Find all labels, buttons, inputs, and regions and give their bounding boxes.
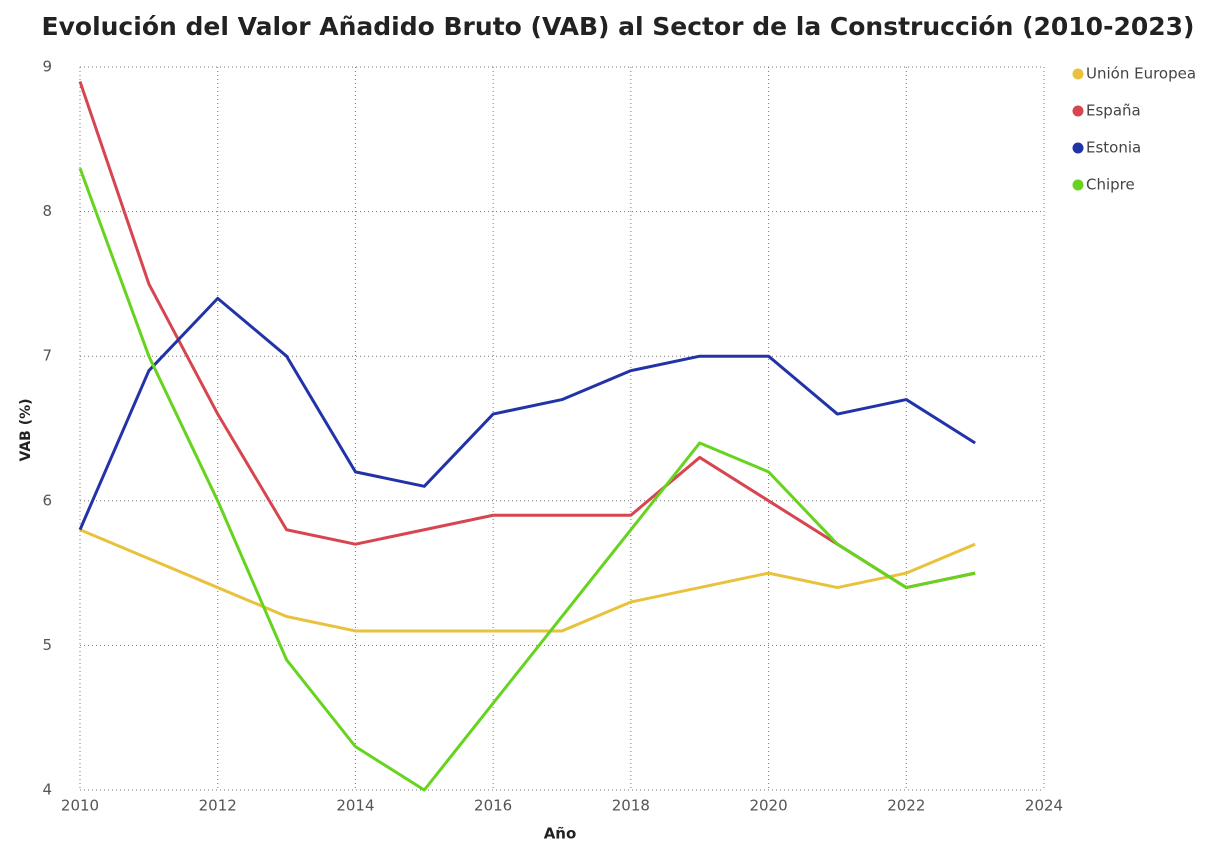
y-tick-label: 4 — [42, 781, 52, 799]
series-line — [79, 528, 976, 633]
series-line — [78, 296, 976, 531]
x-axis-label: Año — [544, 825, 577, 843]
chart-title: Evolución del Valor Añadido Bruto (VAB) … — [42, 12, 1195, 41]
x-tick-label: 2016 — [474, 797, 512, 815]
legend-marker — [1072, 105, 1084, 117]
legend-marker — [1072, 142, 1084, 154]
series-line — [78, 167, 976, 792]
x-tick-label: 2018 — [612, 797, 650, 815]
y-tick-label: 7 — [42, 347, 52, 365]
legend-label: Unión Europea — [1086, 65, 1196, 83]
y-tick-label: 9 — [42, 58, 52, 76]
legend-marker — [1072, 68, 1084, 80]
series-line — [78, 80, 976, 590]
x-tick-label: 2014 — [336, 797, 374, 815]
x-tick-label: 2024 — [1025, 797, 1063, 815]
x-tick-label: 2010 — [61, 797, 99, 815]
y-tick-label: 8 — [42, 202, 52, 220]
legend-label: Estonia — [1086, 139, 1141, 157]
y-axis-label: VAB (%) — [18, 398, 34, 461]
legend-label: España — [1086, 102, 1141, 120]
legend-label: Chipre — [1086, 176, 1135, 194]
legend-marker — [1072, 179, 1084, 191]
x-tick-label: 2022 — [887, 797, 925, 815]
y-tick-label: 5 — [42, 636, 52, 654]
x-tick-label: 2012 — [199, 797, 237, 815]
y-tick-label: 6 — [42, 491, 52, 509]
x-tick-label: 2020 — [749, 797, 787, 815]
